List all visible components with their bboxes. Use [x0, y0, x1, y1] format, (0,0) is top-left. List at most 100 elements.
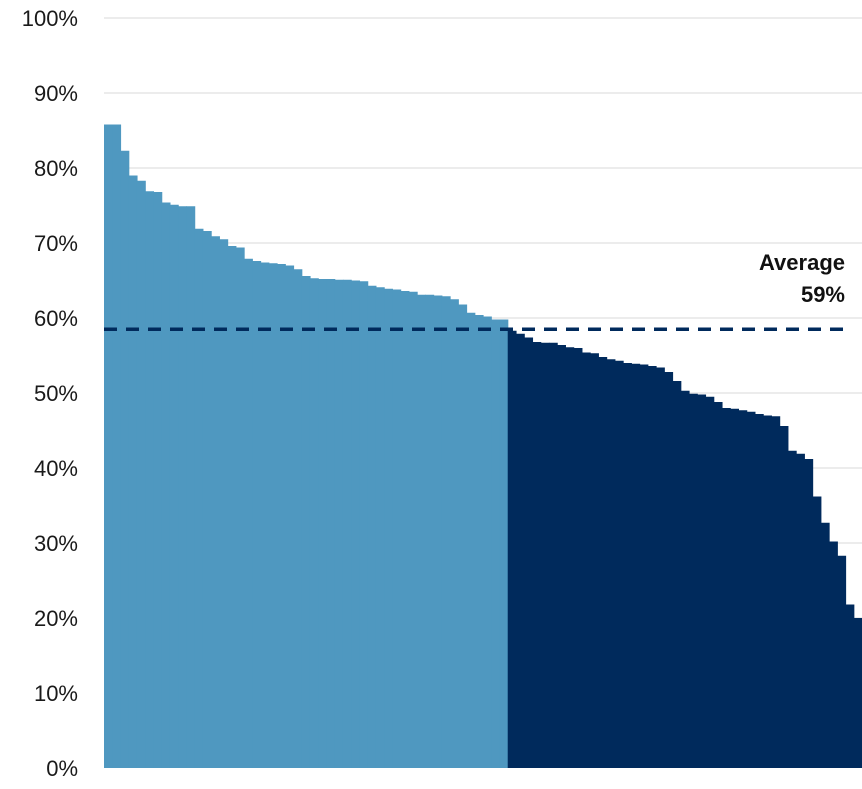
y-tick-label: 40% — [34, 456, 78, 481]
y-tick-label: 20% — [34, 606, 78, 631]
average-value-label: 59% — [801, 282, 845, 307]
bar — [812, 496, 822, 768]
bar — [268, 263, 278, 768]
y-tick-label: 0% — [46, 756, 78, 781]
bar — [738, 410, 748, 768]
bar — [301, 276, 311, 768]
bar — [351, 280, 361, 768]
bar — [515, 333, 525, 768]
bar — [598, 357, 608, 768]
bar — [524, 337, 534, 768]
bar — [384, 288, 393, 768]
bar — [433, 295, 443, 768]
bar — [656, 367, 665, 768]
y-tick-label: 100% — [22, 6, 78, 31]
bar — [227, 246, 237, 768]
bar — [153, 192, 163, 768]
bar — [367, 285, 377, 768]
bar — [178, 206, 187, 768]
bar — [128, 175, 138, 768]
bar — [771, 416, 781, 768]
bar — [721, 408, 731, 768]
y-tick-label: 10% — [34, 681, 78, 706]
bar — [606, 359, 616, 768]
average-indicator: Average 59% — [104, 250, 852, 331]
bar — [474, 315, 484, 768]
y-tick-label: 50% — [34, 381, 78, 406]
bars — [104, 124, 862, 768]
bar — [820, 522, 830, 768]
bar — [631, 363, 641, 768]
bar — [202, 231, 212, 768]
y-tick-label: 80% — [34, 156, 78, 181]
bar — [277, 264, 286, 768]
bar — [713, 402, 723, 768]
bar — [779, 426, 789, 768]
bar — [754, 414, 764, 768]
average-label: Average — [759, 250, 845, 275]
bar — [829, 541, 838, 768]
bar — [499, 319, 509, 768]
bar — [145, 191, 155, 768]
bar — [211, 236, 220, 768]
bar — [194, 228, 204, 768]
bar — [763, 415, 772, 768]
bar — [400, 291, 410, 768]
bar — [697, 394, 707, 768]
bar — [334, 279, 344, 768]
bar — [466, 312, 476, 768]
bar — [417, 294, 426, 768]
bar — [408, 291, 418, 768]
bar — [746, 411, 756, 768]
bar — [260, 262, 270, 768]
bar — [491, 319, 501, 768]
bar — [804, 459, 814, 768]
bar — [672, 381, 682, 768]
bar — [458, 304, 468, 768]
bar — [318, 279, 328, 768]
bar — [450, 299, 459, 768]
bar — [540, 342, 550, 768]
bar — [104, 124, 113, 768]
bar — [425, 294, 435, 768]
bar — [169, 204, 179, 768]
bar — [623, 363, 632, 768]
bar — [837, 555, 847, 768]
bar — [796, 453, 805, 768]
y-tick-label: 60% — [34, 306, 78, 331]
bar — [557, 345, 566, 768]
bar — [532, 342, 542, 768]
bar — [252, 261, 262, 768]
bar — [293, 269, 303, 768]
bar — [441, 296, 451, 768]
bar — [664, 372, 674, 768]
bar — [342, 279, 352, 768]
bar — [161, 202, 171, 768]
bar — [219, 239, 229, 768]
bar — [136, 180, 146, 768]
y-tick-label: 30% — [34, 531, 78, 556]
bar — [120, 150, 130, 768]
bar — [565, 347, 575, 768]
bar — [326, 279, 336, 768]
y-tick-label: 70% — [34, 231, 78, 256]
bar — [573, 348, 583, 768]
bar — [548, 342, 558, 768]
bar — [235, 247, 245, 768]
y-tick-label: 90% — [34, 81, 78, 106]
bar — [647, 366, 657, 768]
bar — [680, 390, 690, 768]
bar — [581, 352, 591, 768]
bar — [285, 265, 295, 768]
bar — [787, 450, 797, 768]
bar — [392, 289, 402, 768]
bar — [186, 206, 196, 768]
bar — [507, 330, 517, 768]
bar — [730, 408, 740, 768]
bar — [639, 364, 649, 768]
bar — [688, 393, 698, 768]
bar — [614, 360, 624, 768]
bar — [112, 124, 122, 768]
